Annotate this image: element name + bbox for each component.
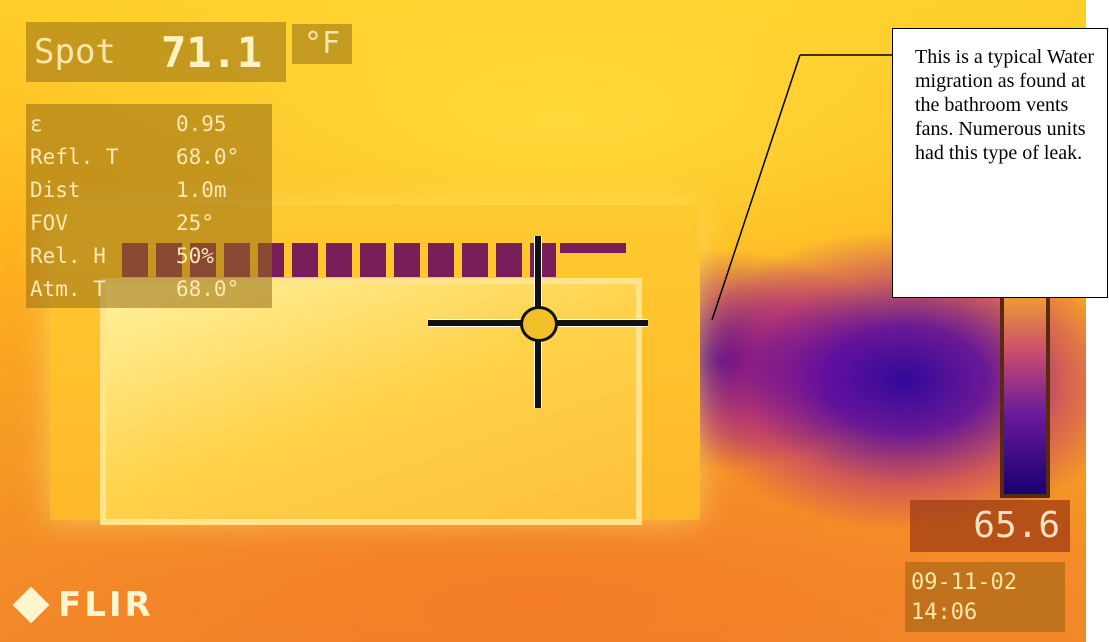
vent-slat xyxy=(428,243,454,277)
parameter-row: FOV 25° xyxy=(30,207,270,239)
vent-lip xyxy=(560,243,626,253)
parameter-label: Atm. T xyxy=(30,277,106,301)
vent-grille xyxy=(100,278,642,525)
vent-slat xyxy=(292,243,318,277)
crosshair-spot-icon xyxy=(520,306,558,342)
vent-slat xyxy=(462,243,488,277)
parameter-value: 68.0° xyxy=(176,145,240,169)
parameter-row: Refl. T 68.0° xyxy=(30,141,270,173)
parameter-label: ε xyxy=(30,112,43,136)
callout-box: This is a typical Water migration as fou… xyxy=(892,28,1108,298)
parameter-value: 1.0m xyxy=(176,178,227,202)
parameter-row: Atm. T 68.0° xyxy=(30,273,270,305)
unit-badge: °F xyxy=(292,24,352,64)
temperature-scale-bar xyxy=(1000,290,1050,498)
parameter-value: 0.95 xyxy=(176,112,227,136)
datetime-panel: 09-11-02 14:06 xyxy=(905,562,1065,632)
parameter-value: 25° xyxy=(176,211,214,235)
spot-label: Spot xyxy=(34,32,116,72)
time-text: 14:06 xyxy=(911,600,978,625)
flir-logo: FLIR xyxy=(12,585,154,625)
vent-slat xyxy=(394,243,420,277)
parameter-label: Rel. H xyxy=(30,244,106,268)
spot-value: 71.1 xyxy=(161,28,263,77)
parameter-label: FOV xyxy=(30,211,68,235)
parameter-value: 50% xyxy=(176,244,214,268)
vent-slat xyxy=(360,243,386,277)
parameter-row: ε 0.95 xyxy=(30,108,270,140)
date-text: 09-11-02 xyxy=(911,570,1017,595)
parameter-label: Refl. T xyxy=(30,145,119,169)
parameter-row: Dist 1.0m xyxy=(30,174,270,206)
vent-slat xyxy=(326,243,352,277)
parameter-value: 68.0° xyxy=(176,277,240,301)
spot-readout: Spot 71.1 xyxy=(26,22,286,82)
logo-text: FLIR xyxy=(58,585,154,625)
flir-mark-icon xyxy=(12,586,50,624)
scale-min-value: 65.6 xyxy=(910,500,1070,552)
vent-slat xyxy=(496,243,522,277)
parameter-label: Dist xyxy=(30,178,81,202)
parameter-row: Rel. H 50% xyxy=(30,240,270,272)
parameter-panel: ε 0.95 Refl. T 68.0° Dist 1.0m FOV 25° Rel. H 50%… xyxy=(26,104,272,308)
